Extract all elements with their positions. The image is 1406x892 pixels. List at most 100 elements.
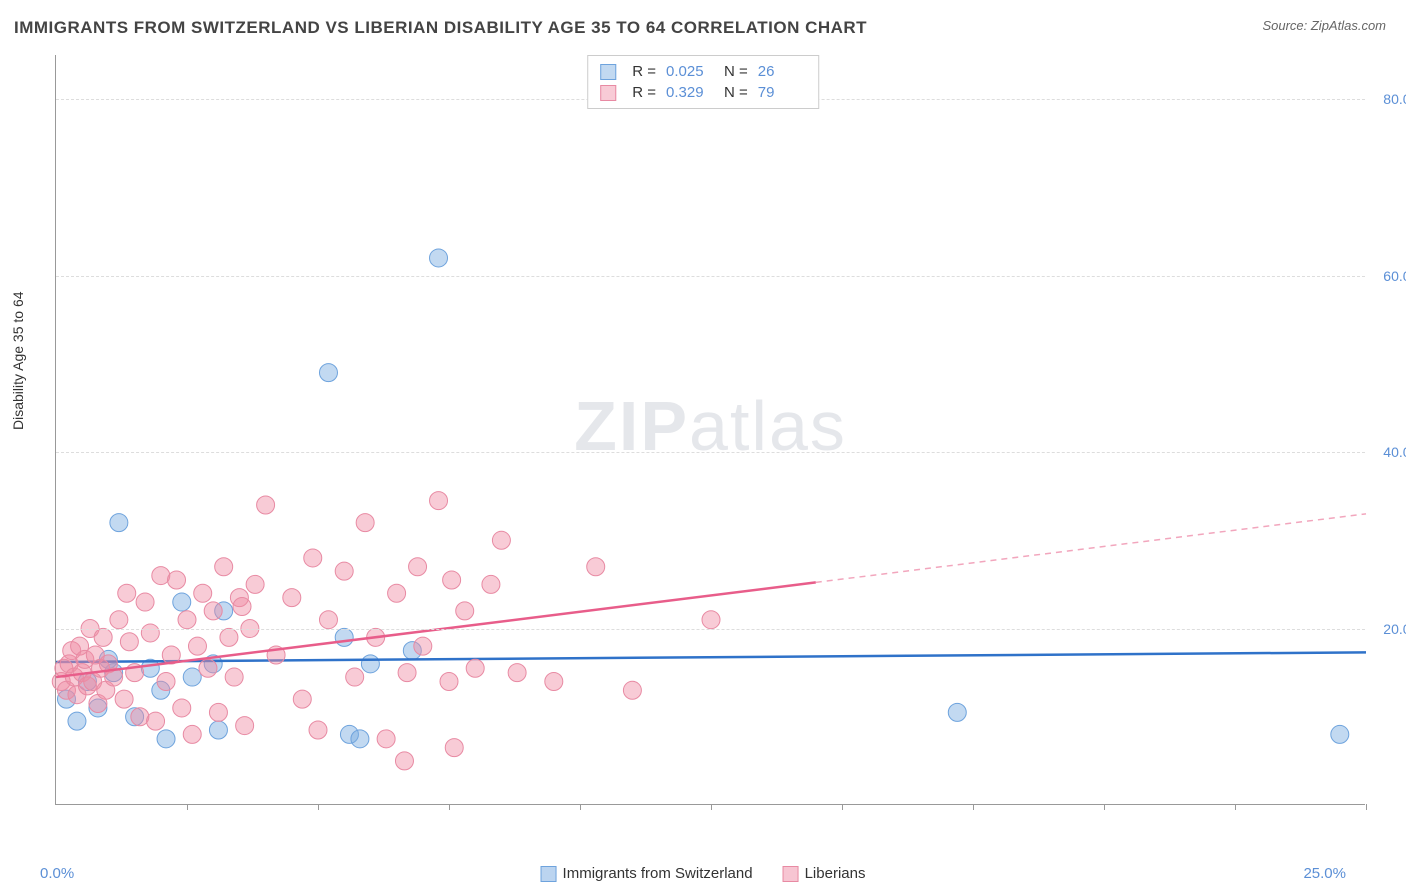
data-point [445, 739, 463, 757]
data-point [430, 249, 448, 267]
data-point [131, 708, 149, 726]
data-point [183, 668, 201, 686]
y-tick-label: 40.0% [1383, 444, 1406, 460]
data-point [482, 575, 500, 593]
data-point [141, 624, 159, 642]
data-point [398, 664, 416, 682]
data-point [94, 628, 112, 646]
data-point [204, 602, 222, 620]
stats-row: R = 0.329 N = 79 [600, 82, 806, 103]
chart-container: IMMIGRANTS FROM SWITZERLAND VS LIBERIAN … [0, 0, 1406, 892]
data-point [702, 611, 720, 629]
stat-r-label: R = [632, 63, 656, 80]
trend-line [56, 582, 816, 677]
data-point [395, 752, 413, 770]
data-point [377, 730, 395, 748]
legend-label: Liberians [805, 865, 866, 882]
data-point [319, 611, 337, 629]
data-point [173, 593, 191, 611]
stat-n-label: N = [724, 63, 748, 80]
data-point [309, 721, 327, 739]
data-point [346, 668, 364, 686]
data-point [335, 562, 353, 580]
x-tick [318, 804, 319, 810]
data-point [430, 492, 448, 510]
data-point [414, 637, 432, 655]
data-point [356, 514, 374, 532]
data-point [215, 558, 233, 576]
data-point [188, 637, 206, 655]
stat-n-value: 26 [758, 63, 806, 80]
stat-r-value: 0.329 [666, 84, 714, 101]
y-tick-label: 80.0% [1383, 91, 1406, 107]
x-tick [711, 804, 712, 810]
data-point [136, 593, 154, 611]
data-point [466, 659, 484, 677]
x-tick [187, 804, 188, 810]
data-point [351, 730, 369, 748]
data-point [118, 584, 136, 602]
data-point [115, 690, 133, 708]
data-point [587, 558, 605, 576]
data-point [194, 584, 212, 602]
bottom-legend: Immigrants from Switzerland Liberians [541, 865, 866, 882]
data-point [293, 690, 311, 708]
chart-title: IMMIGRANTS FROM SWITZERLAND VS LIBERIAN … [14, 18, 867, 38]
stat-r-label: R = [632, 84, 656, 101]
data-point [335, 628, 353, 646]
data-point [443, 571, 461, 589]
data-point [236, 717, 254, 735]
y-tick-label: 60.0% [1383, 268, 1406, 284]
data-point [209, 703, 227, 721]
x-axis-max-label: 25.0% [1303, 865, 1346, 882]
data-point [508, 664, 526, 682]
stat-n-value: 79 [758, 84, 806, 101]
chart-svg [56, 55, 1365, 804]
x-tick [1235, 804, 1236, 810]
stats-legend: R = 0.025 N = 26 R = 0.329 N = 79 [587, 55, 819, 109]
data-point [304, 549, 322, 567]
x-tick [842, 804, 843, 810]
data-point [233, 597, 251, 615]
legend-swatch [600, 85, 616, 101]
data-point [456, 602, 474, 620]
data-point [209, 721, 227, 739]
data-point [361, 655, 379, 673]
x-tick [449, 804, 450, 810]
data-point [220, 628, 238, 646]
data-point [1331, 725, 1349, 743]
legend-item: Liberians [783, 865, 866, 882]
data-point [948, 703, 966, 721]
gridline [56, 276, 1365, 277]
plot-area: ZIPatlas 20.0%40.0%60.0%80.0% [55, 55, 1365, 805]
legend-swatch [600, 64, 616, 80]
data-point [178, 611, 196, 629]
data-point [545, 672, 563, 690]
legend-item: Immigrants from Switzerland [541, 865, 753, 882]
stat-r-value: 0.025 [666, 63, 714, 80]
x-axis-min-label: 0.0% [40, 865, 74, 882]
stat-n-label: N = [724, 84, 748, 101]
stats-row: R = 0.025 N = 26 [600, 61, 806, 82]
data-point [157, 730, 175, 748]
data-point [173, 699, 191, 717]
data-point [440, 672, 458, 690]
data-point [110, 611, 128, 629]
y-tick-label: 20.0% [1383, 621, 1406, 637]
data-point [257, 496, 275, 514]
gridline [56, 629, 1365, 630]
data-point [409, 558, 427, 576]
data-point [319, 364, 337, 382]
data-point [157, 672, 175, 690]
data-point [492, 531, 510, 549]
gridline [56, 452, 1365, 453]
data-point [68, 712, 86, 730]
source-attribution: Source: ZipAtlas.com [1262, 18, 1386, 33]
x-tick [580, 804, 581, 810]
data-point [183, 725, 201, 743]
x-tick [973, 804, 974, 810]
trend-line-extrapolated [816, 514, 1366, 583]
x-tick [1104, 804, 1105, 810]
data-point [283, 589, 301, 607]
data-point [152, 567, 170, 585]
